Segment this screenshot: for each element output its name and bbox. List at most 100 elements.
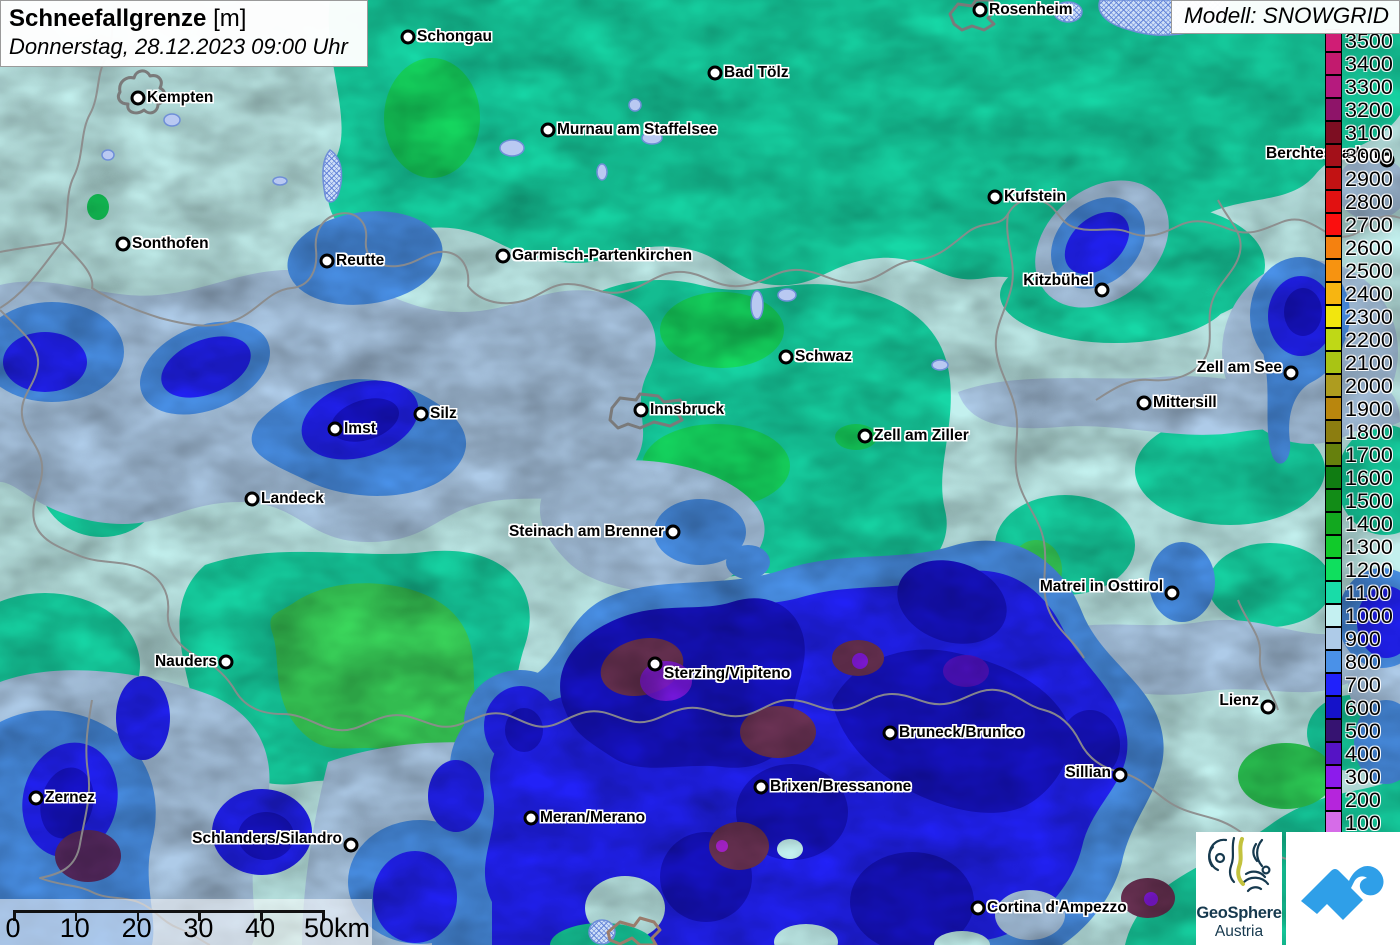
legend-swatch [1325, 351, 1342, 375]
legend-row: 2600 [1325, 236, 1393, 260]
model-label: Modell: SNOWGRID [1170, 0, 1400, 34]
city-label: Matrei in Osttirol [1039, 578, 1163, 595]
scalebar-label: 10 [59, 913, 90, 943]
city-dot [665, 524, 681, 540]
city-label: Imst [344, 420, 376, 437]
legend-swatch [1325, 673, 1342, 697]
legend-swatch [1325, 213, 1342, 237]
city-label: Landeck [261, 490, 324, 507]
legend-row: 900 [1325, 627, 1393, 651]
city-dot [115, 236, 131, 252]
city-label: Cortina d'Ampezzo [987, 899, 1127, 916]
legend-value: 2500 [1345, 259, 1393, 283]
mountain-logo-icon [1301, 865, 1384, 920]
city-dot [218, 654, 234, 670]
legend-swatch [1325, 98, 1342, 122]
legend-value: 3300 [1345, 75, 1393, 99]
city-label: Schwaz [795, 348, 852, 365]
city-label: Sonthofen [132, 235, 209, 252]
scalebar-label: 30 [183, 913, 214, 943]
city-dot [327, 421, 343, 437]
city-dot [1094, 282, 1110, 298]
legend-row: 700 [1325, 673, 1393, 697]
city-dot [28, 790, 44, 806]
city-dot [987, 189, 1003, 205]
legend-value: 1100 [1345, 581, 1392, 605]
legend-swatch [1325, 328, 1342, 352]
scalebar-tick [136, 910, 140, 921]
legend-row: 3200 [1325, 98, 1393, 122]
legend-row: 3300 [1325, 75, 1393, 99]
city-label: Lienz [1219, 692, 1259, 709]
city-label: Kempten [147, 89, 214, 106]
legend-row: 200 [1325, 788, 1393, 812]
legend-row: 1500 [1325, 489, 1393, 513]
legend-value: 900 [1345, 627, 1381, 651]
legend-swatch [1325, 259, 1342, 283]
city-label: Zernez [45, 789, 95, 806]
legend-swatch [1325, 75, 1342, 99]
legend-swatch [1325, 305, 1342, 329]
city-dot [244, 491, 260, 507]
scalebar-tick [198, 910, 201, 921]
legend-row: 2000 [1325, 374, 1393, 398]
city-dot [130, 90, 146, 106]
city-label: Brixen/Bressanone [770, 778, 912, 795]
city-label: Meran/Merano [540, 809, 646, 826]
legend-swatch [1325, 374, 1342, 398]
geosphere-logo-country: Austria [1214, 923, 1264, 940]
legend-row: 3400 [1325, 52, 1393, 76]
legend-row: 2300 [1325, 305, 1393, 329]
legend-value: 2100 [1345, 351, 1393, 375]
legend-swatch [1325, 443, 1342, 467]
city-label: Murnau am Staffelsee [557, 121, 718, 138]
legend-swatch [1325, 535, 1342, 559]
scalebar-tick [13, 910, 16, 921]
legend-swatch [1325, 420, 1342, 444]
city-dot [319, 253, 335, 269]
legend-value: 1200 [1345, 558, 1393, 582]
city-label: Schongau [417, 28, 492, 45]
legend-row: 1300 [1325, 535, 1393, 559]
legend-row: 500 [1325, 719, 1393, 743]
city-label: Sterzing/Vipiteno [664, 665, 791, 682]
city-label: Kufstein [1004, 188, 1066, 205]
legend-value: 300 [1345, 765, 1381, 789]
city-dot [400, 29, 416, 45]
legend-value: 2000 [1345, 374, 1393, 398]
city-label: Bruneck/Brunico [899, 724, 1024, 741]
legend-swatch [1325, 466, 1342, 490]
legend-row: 1900 [1325, 397, 1393, 421]
scalebar-line [13, 910, 322, 913]
geosphere-logo-icon [1208, 836, 1271, 893]
legend-value: 2200 [1345, 328, 1393, 352]
scalebar-label: 40 [245, 913, 276, 943]
scalebar-tick [322, 910, 325, 921]
legend-swatch [1325, 558, 1342, 582]
legend-row: 2700 [1325, 213, 1393, 237]
legend-row: 1700 [1325, 443, 1393, 467]
legend-row: 300 [1325, 765, 1393, 789]
city-dot [343, 837, 359, 853]
legend-row: 1400 [1325, 512, 1393, 536]
legend-swatch [1325, 512, 1342, 536]
lakes [101, 0, 1231, 945]
legend-swatch [1325, 696, 1342, 720]
scalebar-tick [74, 910, 78, 921]
city-label: Zell am Ziller [874, 427, 969, 444]
legend-value: 3500 [1345, 29, 1393, 53]
legend-value: 500 [1345, 719, 1381, 743]
city-label: Zell am See [1196, 359, 1282, 376]
legend-swatch [1325, 627, 1342, 651]
legend-value: 600 [1345, 696, 1381, 720]
city-dot [970, 900, 986, 916]
scalebar-label: 50km [303, 913, 371, 943]
city-dot [633, 402, 649, 418]
legend-row: 2800 [1325, 190, 1393, 214]
legend-swatch [1325, 765, 1342, 789]
legend-value: 1500 [1345, 489, 1393, 513]
city-label: Silz [430, 405, 457, 422]
city-label: Sillian [1065, 764, 1111, 781]
scalebar-tick [260, 910, 263, 921]
